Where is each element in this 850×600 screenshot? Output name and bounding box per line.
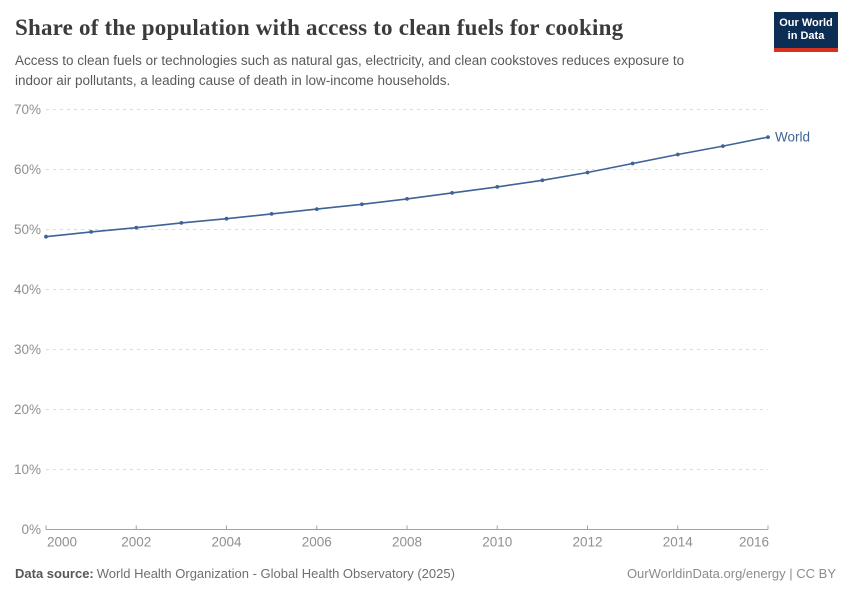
data-point xyxy=(44,234,48,239)
x-tick-label: 2002 xyxy=(121,535,151,550)
owid-logo: Our World in Data xyxy=(774,12,838,52)
data-source-text: World Health Organization - Global Healt… xyxy=(96,566,455,581)
data-point xyxy=(630,161,635,166)
credit-link[interactable]: OurWorldinData.org/energy | CC BY xyxy=(626,566,836,581)
y-tick-label: 0% xyxy=(21,522,41,537)
data-point xyxy=(495,185,500,189)
data-point xyxy=(134,225,139,230)
data-point xyxy=(675,152,680,157)
data-source: Data source: World Health Organization - … xyxy=(15,566,455,581)
owid-logo-line1: Our World xyxy=(779,17,833,29)
x-tick-label: 2008 xyxy=(392,535,422,550)
data-point xyxy=(405,197,409,201)
data-point xyxy=(179,221,184,225)
y-tick-label: 20% xyxy=(14,402,41,417)
data-point xyxy=(766,135,770,140)
y-tick-label: 40% xyxy=(14,282,41,297)
x-tick-label: 2000 xyxy=(47,535,77,550)
data-point xyxy=(360,202,364,207)
x-tick-label: 2016 xyxy=(739,535,769,550)
owid-logo-line2: in Data xyxy=(787,30,825,42)
data-line xyxy=(45,136,769,238)
data-point xyxy=(314,207,319,212)
y-tick-label: 10% xyxy=(14,462,41,477)
x-tick-label: 2012 xyxy=(572,535,602,550)
data-source-label: Data source: xyxy=(15,566,94,581)
chart-subtitle-line: Access to clean fuels or technologies su… xyxy=(15,53,685,68)
x-tick-label: 2010 xyxy=(482,535,512,550)
y-tick-label: 70% xyxy=(14,102,41,117)
chart-title: Share of the population with access to c… xyxy=(15,15,624,40)
data-point xyxy=(89,230,93,234)
series-end-label: World xyxy=(775,130,810,145)
data-point xyxy=(450,191,454,195)
x-tick-label: 2004 xyxy=(211,535,242,550)
data-point xyxy=(540,178,545,183)
data-point xyxy=(585,170,590,175)
y-tick-label: 30% xyxy=(14,342,41,357)
chart-subtitle: Access to clean fuels or technologies su… xyxy=(15,51,684,90)
y-tick-label: 50% xyxy=(14,222,41,237)
data-point xyxy=(224,216,229,221)
data-point xyxy=(721,144,725,149)
y-tick-label: 60% xyxy=(14,162,41,177)
owid-logo-red-bar xyxy=(774,48,838,52)
owid-logo-text: Our World in Data xyxy=(774,12,838,48)
x-tick-label: 2014 xyxy=(663,535,694,550)
x-tick-label: 2006 xyxy=(302,535,332,550)
data-point xyxy=(269,212,274,216)
chart-subtitle-line: indoor air pollutants, a leading cause o… xyxy=(15,72,451,88)
